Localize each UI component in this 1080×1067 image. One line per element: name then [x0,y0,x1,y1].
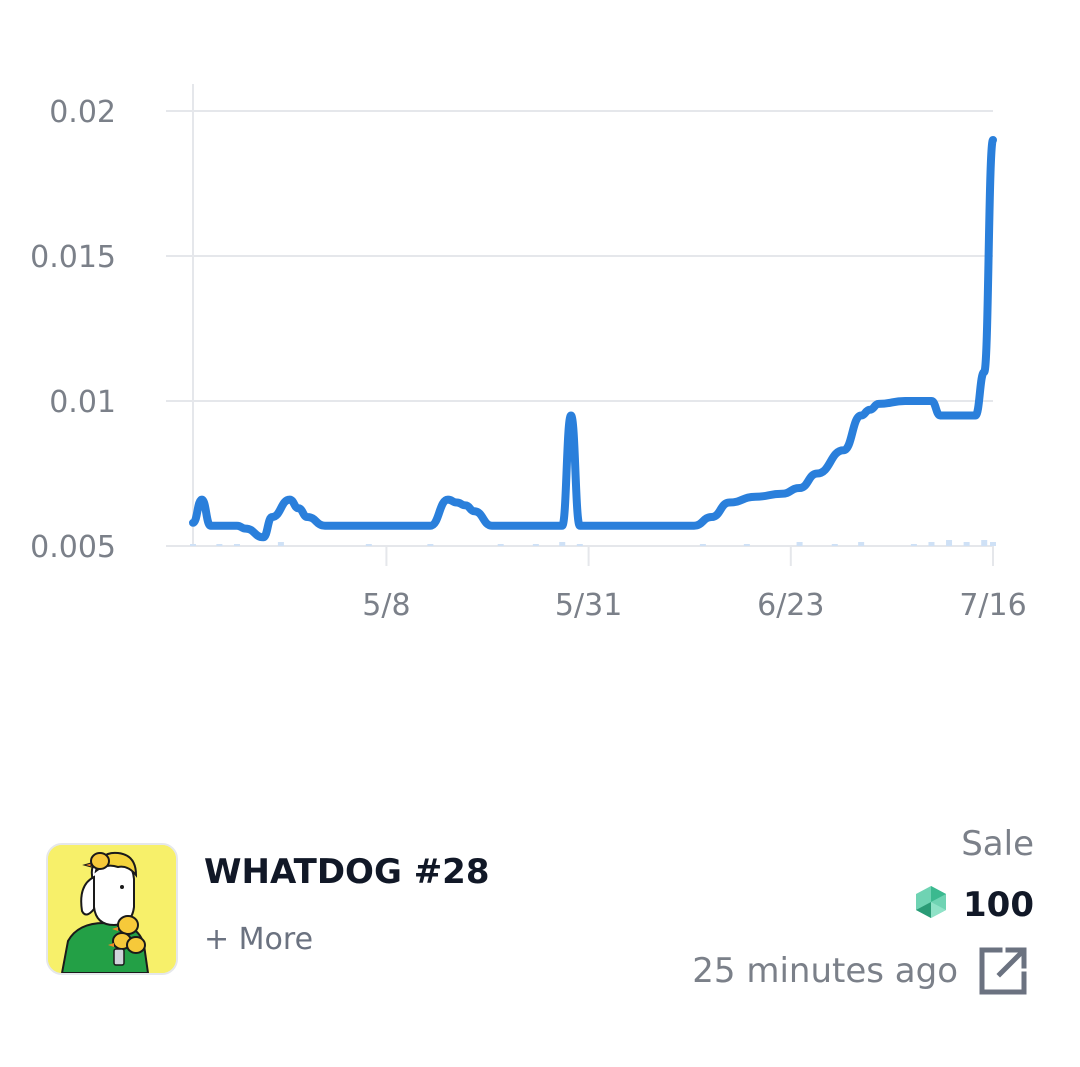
time-ago: 25 minutes ago [692,951,958,991]
y-tick-label: 0.005 [30,530,116,565]
volume-bar [963,542,970,546]
x-tick-label: 6/23 [757,588,824,623]
y-tick-label: 0.02 [49,95,116,130]
volume-bar [858,542,865,546]
price-row: 100 [913,884,1034,925]
volume-bar [427,544,434,546]
volume-bar [365,544,372,546]
volume-bar [910,544,917,546]
x-tick-label: 5/8 [362,588,410,623]
x-tick-label: 5/31 [555,588,622,623]
volume-bar [831,544,838,546]
event-type-label: Sale [961,824,1034,864]
volume-bar [928,542,935,546]
activity-row[interactable]: WHATDOG #28 + More Sale 100 25 minutes a… [0,800,1080,1030]
volume-bar [576,544,583,546]
volume-bar [559,542,566,546]
volume-bar [277,542,284,546]
whatdog-image [48,845,176,973]
x-tick-label: 7/16 [959,588,1026,623]
volume-bar [532,544,539,546]
volume-bar [981,540,988,546]
volume-bar [990,542,996,546]
nft-thumbnail[interactable] [46,843,178,975]
volume-bar [743,544,750,546]
y-tick-label: 0.01 [49,385,116,420]
price-value: 100 [963,884,1034,925]
price-series-line [189,136,997,542]
external-link-icon[interactable] [976,944,1030,998]
price-history-line-chart: 0.02 0.015 0.01 0.005 5/8 5/31 6/23 7/16 [30,84,1027,623]
item-name[interactable]: WHATDOG #28 [204,852,490,892]
volume-bar [699,544,706,546]
volume-bar [796,542,803,546]
volume-bar [946,540,953,546]
volume-bar [497,544,504,546]
price-chart: 0.02 0.015 0.01 0.005 5/8 5/31 6/23 7/16 [30,84,1027,623]
more-link[interactable]: + More [204,922,314,957]
time-row: 25 minutes ago [692,944,1030,998]
klay-token-icon [913,884,949,925]
volume-bar [233,544,240,546]
y-tick-label: 0.015 [30,240,116,275]
volume-bar [190,544,196,546]
volume-bar [216,544,223,546]
